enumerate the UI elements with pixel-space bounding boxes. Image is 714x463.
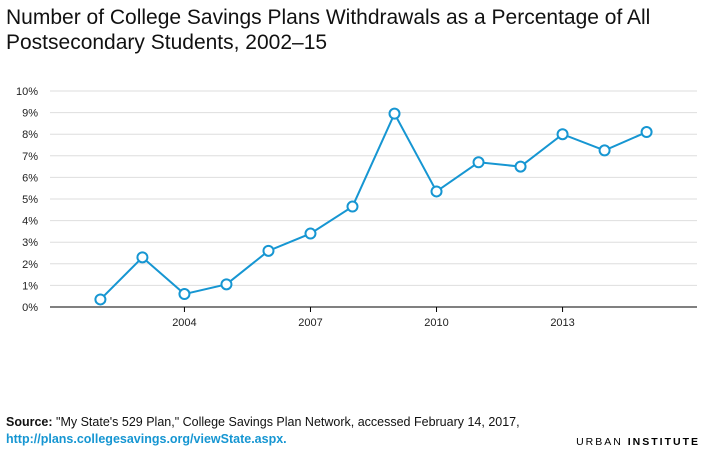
brand-urban: URBAN [576,436,628,448]
source-text: "My State's 529 Plan," College Savings P… [52,415,520,429]
brand-institute: INSTITUTE [627,436,700,448]
x-tick-label: 2007 [298,317,322,329]
data-point [598,144,611,157]
y-tick-label: 1% [22,280,38,292]
source-label: Source: [6,415,53,429]
x-tick-label: 2004 [172,317,196,329]
chart-title: Number of College Savings Plans Withdraw… [6,6,651,54]
y-axis: 0% 1% 2% 3% 4% 5% 6% 7% 8% 9% 10% [16,86,38,314]
brand-logo: URBAN INSTITUTE [576,436,700,448]
data-point [430,185,443,198]
data-point [94,293,107,306]
y-tick-label: 8% [22,129,38,141]
data-point [472,156,485,169]
x-axis: 2004 2007 2010 2013 [50,306,697,329]
y-tick-label: 7% [22,151,38,163]
y-tick-label: 4% [22,216,38,228]
x-tick-label: 2013 [550,317,574,329]
data-point [304,227,317,240]
source-note: Source: "My State's 529 Plan," College S… [6,414,566,448]
y-tick-label: 2% [22,259,38,271]
series-layer [94,107,653,306]
data-point [556,128,569,141]
y-tick-label: 10% [16,86,38,98]
data-point [514,160,527,173]
data-point [388,107,401,120]
data-point [136,251,149,264]
data-point [220,278,233,291]
x-tick-label: 2010 [424,317,448,329]
y-tick-label: 5% [22,194,38,206]
y-tick-label: 9% [22,108,38,120]
line-chart: 0% 1% 2% 3% 4% 5% 6% 7% 8% 9% 10% 2004 2007 2010 2013 [16,86,697,329]
data-point [178,288,191,301]
source-link[interactable]: http://plans.collegesavings.org/viewStat… [6,432,287,446]
y-tick-label: 6% [22,172,38,184]
series-line [99,111,647,301]
data-point [346,200,359,213]
gridlines [50,90,697,286]
data-point [262,244,275,257]
data-point [640,126,653,139]
y-tick-label: 3% [22,237,38,249]
y-tick-label: 0% [22,302,38,314]
